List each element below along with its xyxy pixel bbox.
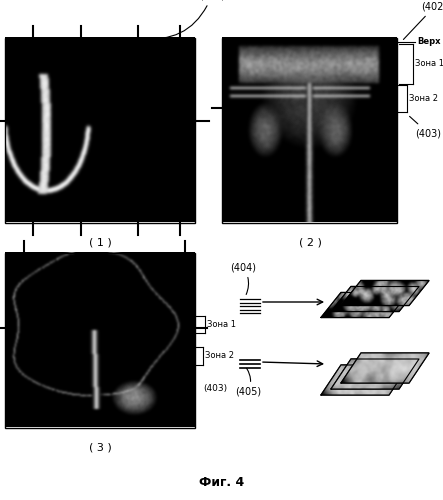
Polygon shape	[341, 280, 429, 305]
Text: Зона 1: Зона 1	[207, 320, 236, 329]
Text: ( 3 ): ( 3 )	[89, 442, 111, 452]
Text: Верх: Верх	[417, 37, 441, 46]
Text: Фиг. 4: Фиг. 4	[199, 476, 245, 490]
Text: (401): (401)	[141, 0, 225, 38]
Text: ( 2 ): ( 2 )	[299, 238, 322, 248]
Text: (403): (403)	[410, 116, 442, 138]
Text: (404): (404)	[230, 262, 256, 294]
Polygon shape	[321, 292, 409, 318]
Polygon shape	[321, 365, 409, 395]
Text: (403): (403)	[203, 384, 227, 394]
Text: (405): (405)	[235, 368, 261, 397]
Text: Зона 2: Зона 2	[409, 94, 439, 102]
Polygon shape	[341, 353, 429, 383]
Text: Зона 1: Зона 1	[416, 59, 443, 68]
Polygon shape	[331, 359, 419, 389]
Bar	[5, 38, 195, 222]
Bar	[222, 38, 397, 222]
Bar	[5, 252, 195, 428]
Text: ( 1 ): ( 1 )	[89, 238, 111, 248]
Text: (402): (402)	[404, 2, 443, 40]
Polygon shape	[331, 286, 419, 312]
Text: Зона 2: Зона 2	[205, 351, 234, 360]
